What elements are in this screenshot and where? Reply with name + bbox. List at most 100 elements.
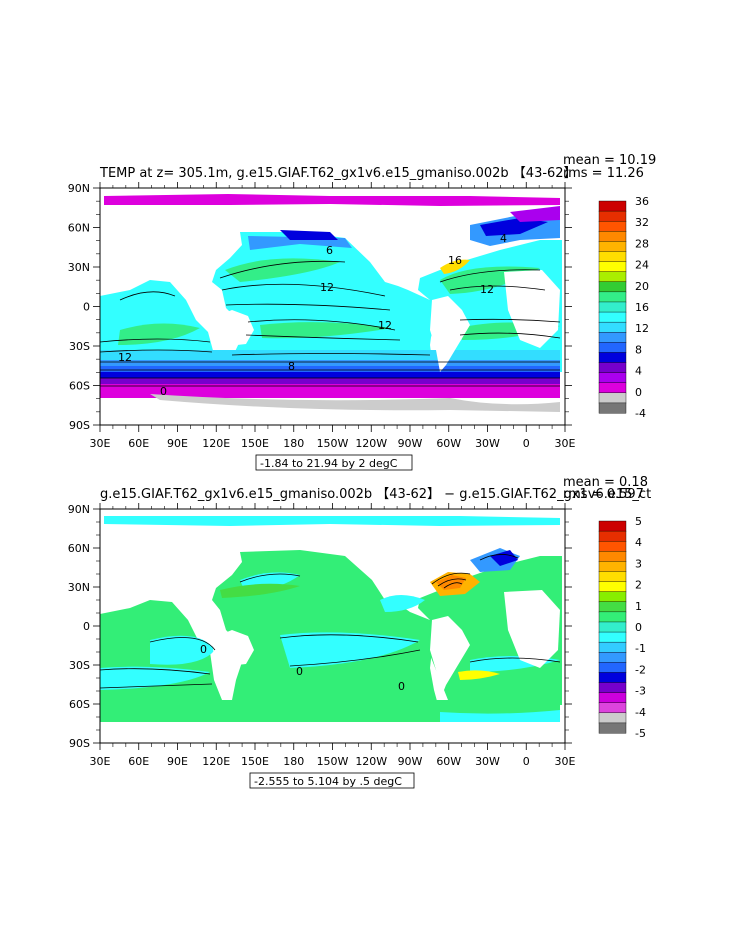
colorbar-swatch — [598, 402, 627, 414]
x-tick-label: 30E — [555, 437, 576, 450]
x-tick-label: 30E — [90, 437, 111, 450]
colorbar-swatch — [598, 281, 627, 293]
colorbar-swatch — [598, 591, 627, 603]
colorbar-label: 28 — [635, 237, 649, 250]
panel2-axis-ticks — [93, 503, 572, 750]
panel2-range-label: -2.555 to 5.104 by .5 degC — [254, 775, 402, 788]
colorbar-label: 12 — [635, 322, 649, 335]
y-tick-label: 90N — [68, 503, 90, 516]
colorbar-swatch — [598, 251, 627, 263]
x-tick-label: 150E — [241, 755, 269, 768]
panel1-x-axis-labels: 30E 60E 90E 120E 150E 180 150W 120W 90W 60W 30W 0 30… — [90, 437, 576, 450]
y-tick-label: 30S — [69, 340, 90, 353]
colorbar-swatch — [598, 652, 627, 663]
colorbar-label: 20 — [635, 280, 649, 293]
colorbar-swatch — [598, 662, 627, 673]
y-tick-label: 60N — [68, 222, 90, 235]
panel1-range-label: -1.84 to 21.94 by 2 degC — [260, 457, 398, 470]
colorbar-label: 36 — [635, 195, 649, 208]
y-tick-label: 60S — [69, 380, 90, 393]
panel2-range-box — [249, 772, 415, 789]
contour-label: 8 — [288, 360, 295, 373]
x-tick-label: 120E — [202, 437, 230, 450]
x-tick-label: 60E — [128, 437, 149, 450]
x-tick-label: 30E — [90, 755, 111, 768]
panel1-mean: mean = 10.19 — [563, 153, 656, 168]
x-tick-label: 120W — [355, 437, 387, 450]
colorbar-swatch — [598, 530, 627, 542]
contour-label: 4 — [500, 232, 507, 245]
panel1-contour-labels: 12 12 16 12 12 8 6 4 0 — [118, 232, 507, 398]
panel1-rms: rms = 11.26 — [563, 166, 644, 181]
panel2-contour-labels: 0 0 0 — [200, 643, 405, 693]
colorbar-swatch — [598, 261, 627, 273]
panel2-colorbar: 5 4 3 2 1 0 -1 -2 -3 -4 -5 — [598, 515, 646, 740]
x-tick-label: 90E — [167, 437, 188, 450]
colorbar-label: 24 — [635, 259, 649, 272]
colorbar-swatch — [598, 561, 627, 572]
panel1-colorbar: 36 32 28 24 20 16 12 8 4 0 -4 — [598, 195, 649, 420]
colorbar-swatch — [598, 672, 627, 684]
colorbar-swatch — [598, 581, 627, 593]
colorbar-swatch — [598, 621, 627, 633]
colorbar-label: 0 — [635, 621, 642, 634]
colorbar-label: -4 — [635, 407, 646, 420]
x-tick-label: 30E — [555, 755, 576, 768]
colorbar-label: -4 — [635, 706, 646, 719]
x-tick-label: 180 — [283, 755, 304, 768]
x-tick-label: 0 — [523, 437, 530, 450]
x-tick-label: 60E — [128, 755, 149, 768]
panel1-axis-ticks — [93, 182, 572, 432]
colorbar-swatch — [598, 210, 627, 222]
y-tick-label: 0 — [83, 301, 90, 314]
colorbar-label: 8 — [635, 343, 642, 356]
colorbar-label: -3 — [635, 685, 646, 698]
contour-label: 0 — [200, 643, 207, 656]
colorbar-swatch — [598, 220, 627, 232]
colorbar-swatch — [598, 682, 627, 694]
colorbar-swatch — [598, 342, 627, 353]
contour-label: 12 — [118, 351, 132, 364]
panel2-title: g.e15.GIAF.T62_gx1v6.e15_gmaniso.002b 【4… — [100, 487, 651, 502]
contour-label: 12 — [378, 319, 392, 332]
colorbar-label: 4 — [635, 536, 642, 549]
colorbar-swatch — [598, 712, 627, 724]
colorbar-label: -1 — [635, 642, 646, 655]
colorbar-label: 16 — [635, 301, 649, 314]
x-tick-label: 150E — [241, 437, 269, 450]
x-tick-label: 120W — [355, 755, 387, 768]
colorbar-swatch — [598, 301, 627, 313]
x-tick-label: 30W — [475, 437, 500, 450]
x-tick-label: 90W — [398, 437, 423, 450]
colorbar-label: -2 — [635, 663, 646, 676]
panel1-title: TEMP at z= 305.1m, g.e15.GIAF.T62_gx1v6.… — [99, 166, 577, 181]
contour-label: 12 — [480, 283, 494, 296]
x-tick-label: 90E — [167, 755, 188, 768]
colorbar-swatch — [598, 200, 627, 212]
contour-label: 0 — [160, 385, 167, 398]
x-tick-label: 120E — [202, 755, 230, 768]
y-tick-label: 90N — [68, 182, 90, 195]
x-tick-label: 60W — [436, 755, 461, 768]
colorbar-swatch — [598, 332, 627, 343]
colorbar-swatch — [598, 382, 627, 394]
x-tick-label: 90W — [398, 755, 423, 768]
colorbar-label: -5 — [635, 727, 646, 740]
colorbar-label: 3 — [635, 557, 642, 570]
colorbar-swatch — [598, 352, 627, 364]
colorbar-label: 0 — [635, 386, 642, 399]
x-tick-label: 150W — [317, 755, 349, 768]
y-tick-label: 90S — [69, 737, 90, 750]
contour-label: 0 — [398, 680, 405, 693]
panel1-range-box — [255, 454, 413, 471]
panel2-y-axis-labels: 90N 60N 30N 0 30S 60S 90S — [68, 503, 90, 750]
panel2-x-axis-labels: 30E 60E 90E 120E 150E 180 150W 120W 90W 60W 30W 0 30… — [90, 755, 576, 768]
temperature-map-panel: TEMP at z= 305.1m, g.e15.GIAF.T62_gx1v6.… — [68, 153, 656, 471]
colorbar-swatch — [598, 641, 627, 653]
colorbar-label: 32 — [635, 216, 649, 229]
contour-label: 0 — [296, 665, 303, 678]
colorbar-swatch — [598, 571, 627, 583]
panel2-rms: rms = 0.597 — [563, 487, 644, 502]
colorbar-swatch — [598, 722, 627, 734]
